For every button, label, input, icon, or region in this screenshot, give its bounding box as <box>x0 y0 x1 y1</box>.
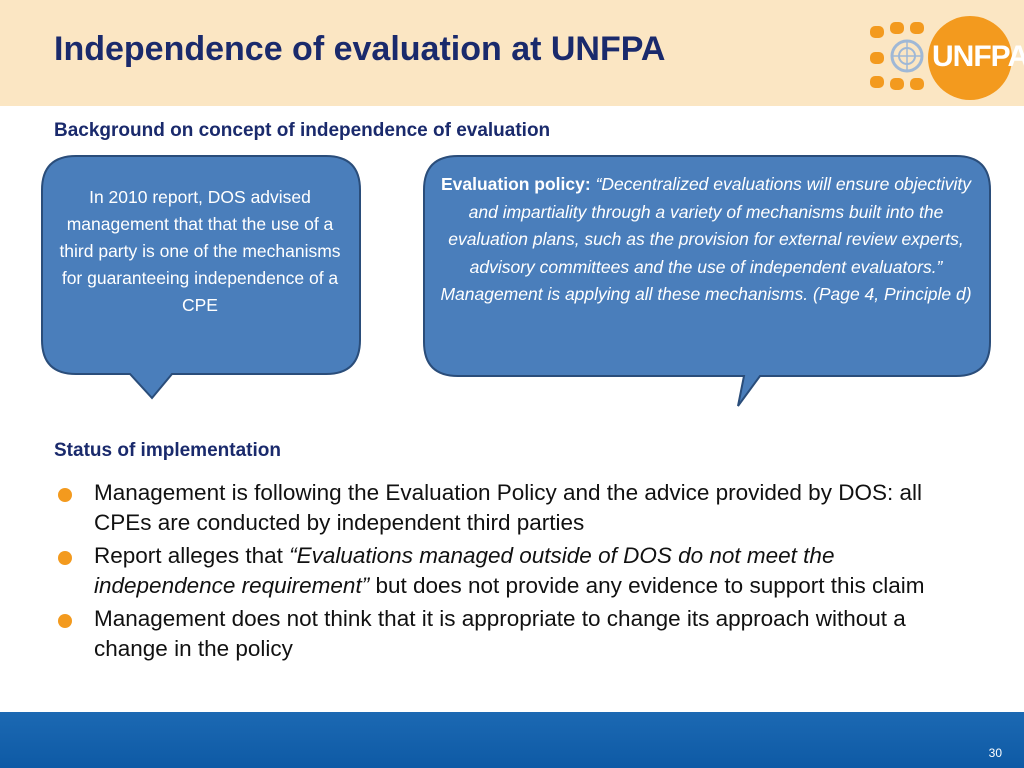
slide-header: Independence of evaluation at UNFPA UNFP… <box>0 0 1024 106</box>
bullet-quote: “Evaluations managed outside of DOS do n… <box>94 543 835 598</box>
bullet-dot-icon <box>58 488 72 502</box>
callout-left-text: In 2010 report, DOS advised management t… <box>59 187 341 315</box>
callout-right-text: Evaluation policy: “Decentralized evalua… <box>440 171 972 309</box>
bullet-text: Management is following the Evaluation P… <box>94 480 922 535</box>
background-heading: Background on concept of independence of… <box>54 120 551 141</box>
slide-footer: 30 <box>0 712 1024 768</box>
bullet-text-pre: Report alleges that <box>94 543 290 568</box>
bullet-text-post: but does not provide any evidence to sup… <box>369 572 925 598</box>
un-emblem-icon <box>890 39 924 73</box>
slide-title: Independence of evaluation at UNFPA <box>54 30 666 68</box>
unfpa-logo-text: UNFPA <box>932 40 1024 73</box>
callout-right-shape <box>423 155 991 407</box>
list-item: Management is following the Evaluation P… <box>56 478 976 537</box>
callout-shapes <box>41 155 991 407</box>
page-number: 30 <box>988 746 1002 760</box>
unfpa-logo: UNFPA <box>862 16 1024 100</box>
bullet-dot-icon <box>58 614 72 628</box>
bullet-dot-icon <box>58 551 72 565</box>
callout-right-quote: “Decentralized evaluations will ensure o… <box>440 174 972 304</box>
status-heading: Status of implementation <box>54 440 281 461</box>
status-bullet-list: Management is following the Evaluation P… <box>56 478 976 667</box>
bullet-text: Management does not think that it is app… <box>94 606 906 661</box>
callout-left-shape <box>41 155 361 400</box>
callout-right-lead: Evaluation policy: <box>440 174 596 194</box>
list-item: Management does not think that it is app… <box>56 604 976 663</box>
unfpa-logo-graphic <box>870 16 1012 100</box>
list-item: Report alleges that “Evaluations managed… <box>56 541 976 600</box>
